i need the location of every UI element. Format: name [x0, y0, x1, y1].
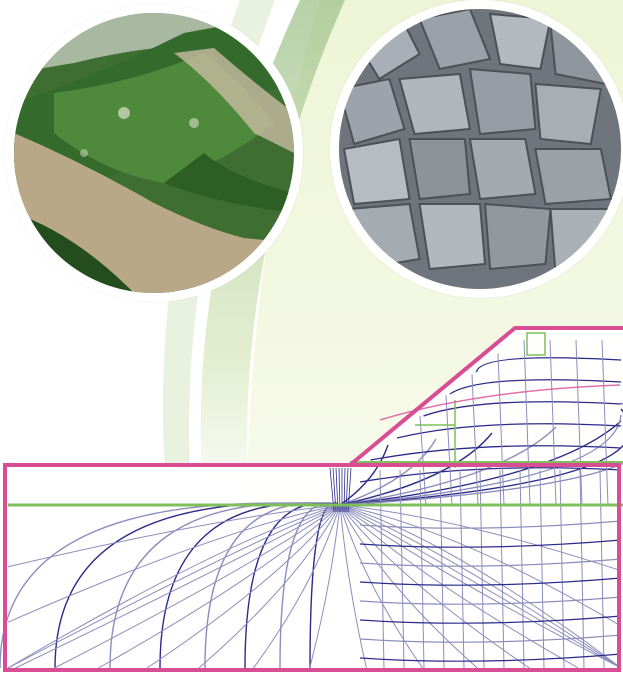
seepage-line: [379, 384, 621, 421]
embankment-flow-line: [475, 357, 622, 373]
flow-line: [339, 504, 579, 669]
foundation-flow-line: [359, 558, 622, 567]
foundation-flow-line: [359, 520, 622, 529]
foundation-flow-line: [359, 577, 622, 586]
foundation-grid-line: [559, 469, 565, 669]
flow-line: [339, 504, 622, 669]
embankment-body: [5, 328, 623, 675]
embankment-flow-line: [359, 467, 622, 483]
background-arc-secondary: [162, 0, 275, 470]
embankment-grid-line: [549, 339, 557, 506]
foundation-grid-line: [439, 469, 445, 669]
foundation-flow-line: [359, 615, 622, 624]
river-photo: [5, 4, 303, 302]
embankment-grid-line: [523, 339, 531, 506]
flow-line: [54, 504, 341, 669]
flow-line: [7, 504, 341, 623]
flow-line: [339, 504, 622, 669]
flow-line: [7, 504, 341, 669]
flow-line: [339, 504, 622, 669]
embankment-grid-line: [601, 339, 609, 506]
flow-line: [253, 504, 341, 669]
flow-line: [339, 504, 367, 669]
foundation-flow-line: [359, 539, 622, 548]
embankment-flow-line: [370, 445, 622, 461]
flow-line: [98, 504, 341, 669]
foundation-grid-line: [599, 469, 605, 669]
foundation-grid-line: [499, 469, 505, 669]
foundation-grid-line: [379, 469, 385, 669]
flow-line: [7, 504, 341, 669]
flow-line: [309, 504, 341, 669]
embankment-flow-line: [449, 379, 622, 395]
foundation-flow-line: [359, 653, 622, 662]
embankment-grid-line: [419, 415, 427, 506]
foundation-grid-line: [579, 469, 585, 669]
embankment-grid-line: [575, 339, 583, 506]
flow-line: [339, 504, 423, 669]
flow-line: [15, 504, 341, 669]
foundation-grid-line: [459, 469, 465, 669]
flow-line: [146, 504, 341, 669]
embankment-flow-line: [396, 423, 622, 439]
flow-line: [339, 504, 622, 669]
foundation-grid-line: [419, 469, 425, 669]
foundation-flow-line: [359, 596, 622, 605]
flow-line: [198, 504, 341, 669]
foundation-flow-line: [359, 634, 622, 643]
flow-line: [7, 504, 341, 568]
embankment-grid-line: [471, 374, 479, 506]
background-arc: [200, 0, 345, 520]
foundation-frame: [3, 463, 621, 672]
embankment-flow-line: [423, 401, 622, 417]
foundation-grid-line: [519, 469, 525, 669]
embankment-grid-line: [445, 395, 453, 506]
foundation-grid-line: [539, 469, 545, 669]
drain-box: [526, 332, 546, 356]
foundation-grid-line: [479, 469, 485, 669]
foundation-grid-line: [399, 469, 405, 669]
flow-line: [339, 504, 530, 669]
embankment-grid-line: [497, 353, 505, 506]
